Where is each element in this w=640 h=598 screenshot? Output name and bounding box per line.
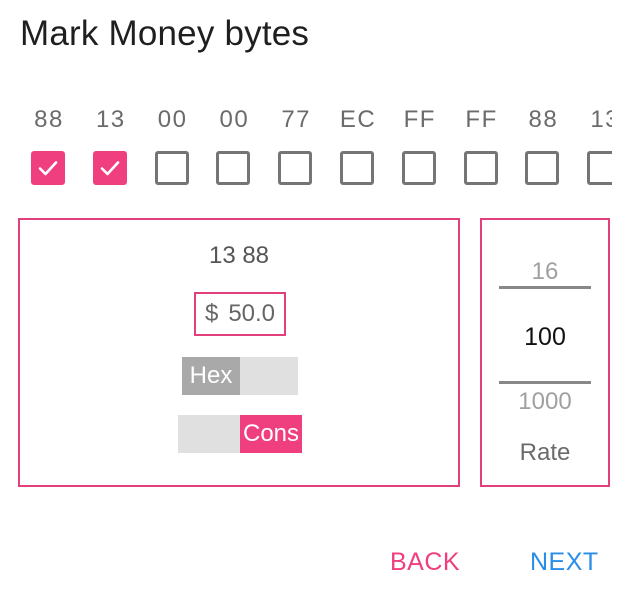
byte-column: 13 bbox=[574, 102, 612, 198]
byte-checkbox[interactable] bbox=[587, 151, 612, 185]
byte-column: 88 bbox=[512, 102, 574, 198]
byte-label: 00 bbox=[219, 106, 250, 133]
currency-symbol: $ bbox=[204, 300, 219, 327]
byte-checkbox[interactable] bbox=[31, 151, 65, 185]
back-button[interactable]: BACK bbox=[390, 548, 461, 576]
byte-label: 77 bbox=[281, 106, 312, 133]
byte-column: EC bbox=[327, 102, 389, 198]
byte-column: 88 bbox=[18, 102, 80, 198]
check-icon bbox=[38, 161, 58, 176]
rate-picker[interactable]: 16 100 1000 Rate bbox=[480, 218, 610, 487]
rate-option-selected[interactable]: 100 bbox=[524, 323, 566, 351]
cons-toggle[interactable]: Cons bbox=[178, 415, 302, 453]
hex-toggle[interactable]: Hex bbox=[182, 357, 298, 395]
rate-option-next[interactable]: 1000 bbox=[518, 388, 572, 415]
byte-label: EC bbox=[339, 106, 377, 133]
byte-label: 00 bbox=[157, 106, 188, 133]
byte-column: 13 bbox=[80, 102, 142, 198]
byte-column: 77 bbox=[265, 102, 327, 198]
byte-label: 13 bbox=[590, 106, 612, 133]
byte-checkbox[interactable] bbox=[278, 151, 313, 185]
byte-checkbox[interactable] bbox=[525, 151, 560, 185]
byte-checkbox[interactable] bbox=[154, 151, 189, 185]
byte-selector: 88 13 00 00 77 EC FF FF 88 13 bbox=[18, 102, 612, 198]
check-icon bbox=[100, 161, 120, 176]
next-button[interactable]: NEXT bbox=[530, 548, 599, 576]
byte-label: 13 bbox=[95, 106, 126, 133]
amount-value: 50.0 bbox=[228, 300, 276, 327]
byte-column: 00 bbox=[142, 102, 204, 198]
picker-divider-bottom bbox=[499, 381, 591, 384]
byte-label: 88 bbox=[34, 106, 64, 133]
byte-checkbox[interactable] bbox=[92, 151, 127, 185]
hex-toggle-knob: Hex bbox=[182, 357, 240, 395]
byte-checkbox[interactable] bbox=[463, 151, 498, 185]
byte-label: FF bbox=[465, 106, 498, 133]
rate-label: Rate bbox=[519, 439, 571, 466]
byte-label: FF bbox=[403, 106, 436, 133]
byte-checkbox[interactable] bbox=[401, 151, 436, 185]
byte-column: 00 bbox=[203, 102, 265, 198]
byte-checkbox[interactable] bbox=[340, 151, 374, 185]
value-panel: 13 88 $ 50.0 Hex Cons bbox=[18, 218, 460, 487]
picker-divider-top bbox=[499, 286, 591, 289]
byte-checkbox[interactable] bbox=[216, 151, 251, 185]
byte-column: FF bbox=[451, 102, 513, 198]
hex-readout: 13 88 bbox=[208, 242, 270, 269]
cons-toggle-knob: Cons bbox=[240, 415, 302, 453]
amount-field[interactable]: $ 50.0 bbox=[194, 292, 286, 336]
rate-option-prev[interactable]: 16 bbox=[531, 258, 559, 285]
byte-label: 88 bbox=[528, 106, 559, 133]
byte-column: FF bbox=[389, 102, 451, 198]
page-title: Mark Money bytes bbox=[20, 14, 310, 53]
